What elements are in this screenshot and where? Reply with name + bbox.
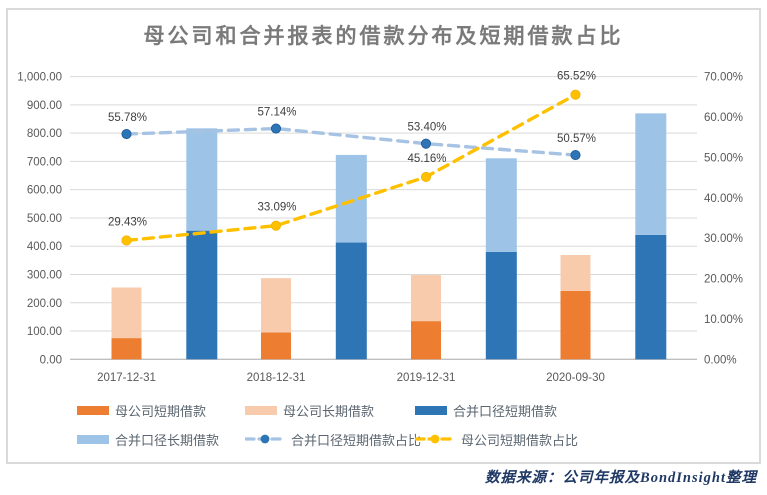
ratio-line	[124, 126, 578, 157]
right-axis-tick: 30.00%	[704, 233, 743, 245]
left-axis-tick: 100.00	[27, 326, 62, 338]
ratio-line	[124, 92, 578, 243]
source-note: 数据来源：公司年报及BondInsight整理	[485, 470, 757, 486]
bar-segment	[335, 242, 367, 360]
legend-item-label: 合并口径短期借款	[453, 403, 558, 419]
x-axis-label: 2018-12-31	[247, 372, 306, 384]
legend-item: 母公司长期借款	[245, 401, 415, 419]
data-label: 65.52%	[557, 71, 596, 83]
left-axis-tick: 800.00	[27, 128, 62, 140]
bar-segment	[485, 251, 517, 360]
right-axis-tick: 40.00%	[704, 193, 743, 205]
bar-segment	[411, 321, 441, 360]
ratio-line-marker	[420, 138, 432, 149]
ratio-line-marker	[570, 150, 581, 161]
legend-line-swatch	[245, 434, 285, 444]
legend-bar-swatch	[245, 405, 277, 415]
data-label: 33.09%	[257, 202, 296, 214]
legend-item-label: 合并口径长期借款	[115, 432, 220, 448]
ratio-line-marker	[270, 123, 282, 134]
left-axis-tick: 300.00	[27, 269, 62, 281]
right-axis-tick: 70.00%	[704, 72, 743, 84]
x-axis-label: 2020-09-30	[546, 372, 605, 384]
data-label: 53.40%	[407, 122, 446, 134]
ratio-line-marker	[121, 235, 132, 246]
left-axis-tick: 600.00	[27, 185, 62, 197]
chart-title: 母公司和合并报表的借款分布及短期借款占比	[143, 24, 624, 48]
legend-item: 合并口径短期借款占比	[245, 430, 421, 448]
legend-item: 合并口径长期借款	[77, 430, 245, 448]
bar-segment	[485, 158, 517, 252]
ratio-line-marker	[121, 128, 132, 140]
legend-bar-swatch	[415, 405, 447, 415]
data-label: 50.57%	[557, 133, 596, 145]
left-axis-tick: 900.00	[27, 100, 62, 112]
data-label: 55.78%	[108, 112, 147, 124]
data-label: 29.43%	[108, 216, 147, 228]
left-axis-tick: 200.00	[27, 298, 62, 310]
bar-segment	[186, 128, 218, 231]
data-label: 45.16%	[407, 153, 446, 165]
legend-line-swatch	[415, 434, 455, 444]
left-axis-tick: 500.00	[27, 213, 62, 225]
bar-segment	[111, 338, 142, 360]
legend: 母公司短期借款 母公司长期借款 合并口径短期借款合并口径长期借款 合并口径短期借款占比…	[77, 401, 637, 448]
ratio-line-marker	[270, 220, 282, 231]
left-axis-tick: 400.00	[27, 241, 62, 253]
data-label: 57.14%	[257, 107, 296, 119]
bar-segment	[411, 275, 441, 322]
bar-segment	[560, 290, 591, 360]
x-axis-label: 2019-12-31	[397, 372, 456, 384]
right-axis-tick: 0.00%	[704, 354, 737, 366]
chart-plot-area: 0.00 100.00 200.00 300.00 400.00 500.00 600.00…	[17, 71, 743, 384]
ratio-line-marker	[420, 171, 432, 182]
legend-bar-swatch	[77, 434, 109, 444]
bar-segment	[261, 332, 291, 360]
bar-segment	[635, 113, 667, 235]
left-axis-tick: 700.00	[27, 156, 62, 168]
x-axis-label: 2017-12-31	[97, 372, 156, 384]
bar-segment	[186, 230, 218, 360]
legend-item-label: 母公司长期借款	[283, 403, 375, 419]
legend-item-label: 合并口径短期借款占比	[291, 432, 422, 448]
right-axis-tick: 50.00%	[704, 152, 743, 164]
ratio-line-marker	[570, 89, 581, 100]
legend-bar-swatch	[77, 405, 109, 415]
legend-item: 合并口径短期借款	[415, 401, 637, 419]
bar-segment	[261, 278, 291, 333]
legend-item-label: 母公司短期借款	[115, 403, 207, 419]
right-axis-tick: 20.00%	[704, 274, 743, 286]
right-axis-tick: 10.00%	[704, 314, 743, 326]
chart-frame	[6, 8, 761, 464]
bar-segment	[635, 234, 667, 360]
legend-item: 母公司短期借款	[77, 401, 245, 419]
left-axis-tick: 1,000.00	[17, 72, 62, 84]
legend-item-label: 母公司短期借款占比	[461, 432, 579, 448]
left-axis-tick: 0.00	[40, 354, 62, 366]
bar-segment	[560, 254, 591, 291]
bar-segment	[111, 287, 142, 339]
right-axis-tick: 60.00%	[704, 112, 743, 124]
legend-item: 母公司短期借款占比	[415, 430, 637, 448]
